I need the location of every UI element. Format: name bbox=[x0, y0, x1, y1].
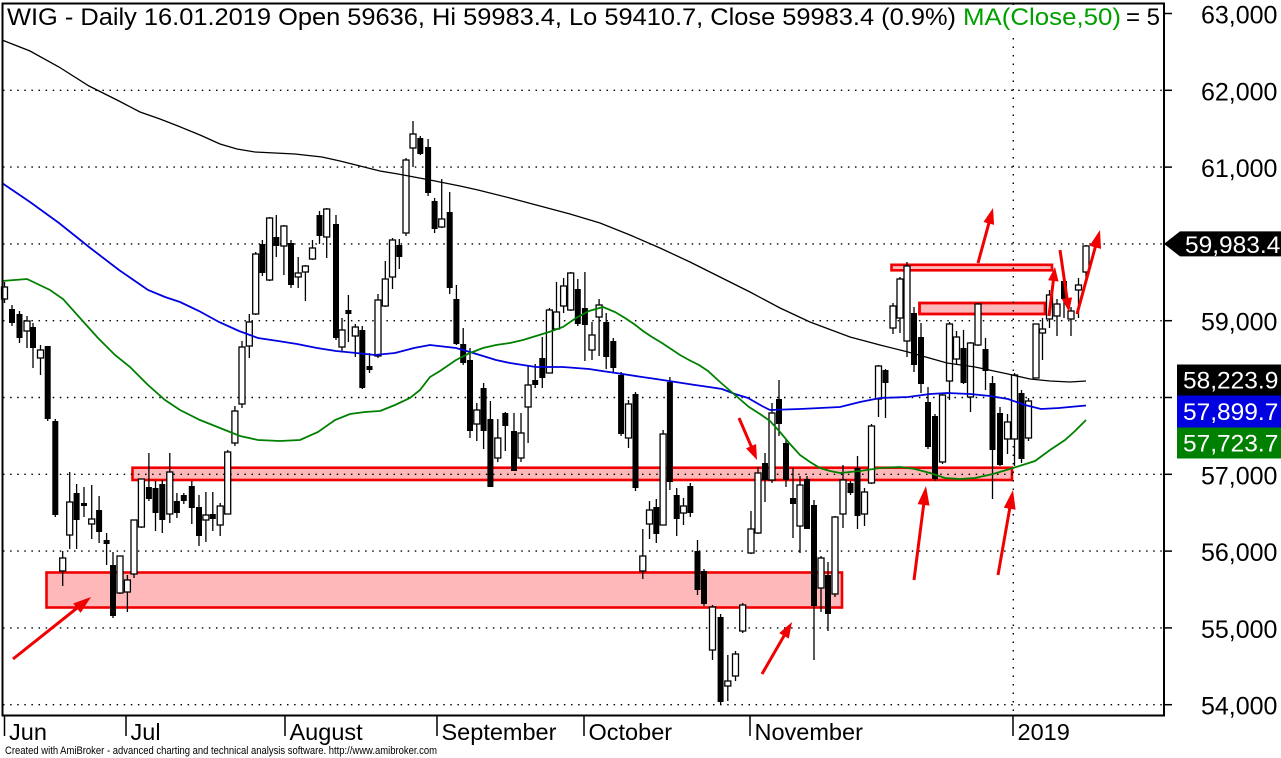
svg-text:57,723.7: 57,723.7 bbox=[1183, 431, 1278, 458]
svg-text:October: October bbox=[589, 719, 673, 745]
svg-text:= 5: = 5 bbox=[1126, 4, 1160, 31]
svg-text:61,000: 61,000 bbox=[1201, 155, 1277, 183]
svg-text:Created with AmiBroker - advan: Created with AmiBroker - advanced charti… bbox=[5, 745, 437, 757]
svg-text:September: September bbox=[442, 719, 557, 745]
svg-text:Jul: Jul bbox=[131, 719, 161, 745]
svg-text:MA(Close,50): MA(Close,50) bbox=[963, 4, 1121, 31]
svg-text:63,000: 63,000 bbox=[1201, 2, 1277, 30]
svg-text:November: November bbox=[755, 719, 864, 745]
svg-text:55,000: 55,000 bbox=[1201, 616, 1277, 644]
svg-text:59,000: 59,000 bbox=[1201, 309, 1277, 337]
svg-text:54,000: 54,000 bbox=[1201, 693, 1277, 721]
svg-text:56,000: 56,000 bbox=[1201, 539, 1277, 567]
svg-text:62,000: 62,000 bbox=[1201, 78, 1277, 106]
svg-text:59,983.4: 59,983.4 bbox=[1185, 232, 1280, 259]
svg-text:57,000: 57,000 bbox=[1201, 462, 1277, 490]
svg-text:2019: 2019 bbox=[1018, 719, 1070, 745]
svg-text:57,899.7: 57,899.7 bbox=[1183, 399, 1278, 426]
svg-text:WIG - Daily 16.01.2019 Open 59: WIG - Daily 16.01.2019 Open 59636, Hi 59… bbox=[7, 4, 956, 31]
svg-text:August: August bbox=[290, 719, 364, 745]
svg-text:Jun: Jun bbox=[9, 719, 47, 745]
svg-text:58,223.9: 58,223.9 bbox=[1183, 368, 1278, 395]
